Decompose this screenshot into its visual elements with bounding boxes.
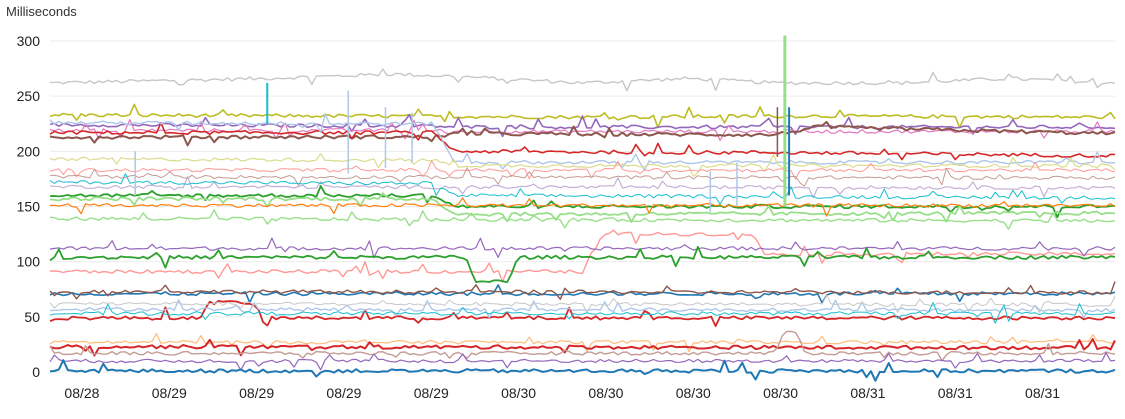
series-line <box>49 192 1116 223</box>
series-line <box>49 113 1116 171</box>
series-line <box>49 114 1116 138</box>
x-tick-label: 08/31 <box>1025 385 1060 401</box>
y-tick-label: 150 <box>17 199 41 215</box>
y-tick-label: 50 <box>24 309 40 325</box>
series-line <box>49 332 1116 353</box>
x-tick-label: 08/28 <box>64 385 99 401</box>
x-tick-label: 08/30 <box>501 385 536 401</box>
series-line <box>49 160 1116 180</box>
series-lines <box>49 68 1116 382</box>
y-tick-label: 250 <box>17 88 41 104</box>
x-tick-label: 08/31 <box>850 385 885 401</box>
series-line <box>49 299 1116 319</box>
series-line <box>49 167 1116 187</box>
y-tick-label: 300 <box>17 33 41 49</box>
series-line <box>49 294 1116 314</box>
x-tick-label: 08/29 <box>326 385 361 401</box>
x-tick-label: 08/29 <box>239 385 274 401</box>
series-line <box>49 153 1116 177</box>
series-line <box>49 300 1116 327</box>
series-line <box>49 237 1116 259</box>
series-line <box>49 359 1116 382</box>
series-line <box>49 245 1116 284</box>
series-line <box>49 281 1116 300</box>
y-tick-label: 100 <box>17 254 41 270</box>
x-tick-label: 08/29 <box>414 385 449 401</box>
series-line <box>49 338 1116 357</box>
series-line <box>49 103 1116 129</box>
series-line <box>50 68 1116 92</box>
series-line <box>49 284 1116 304</box>
spike-marks <box>134 35 791 213</box>
series-line <box>49 176 1116 199</box>
series-line <box>49 122 1116 161</box>
y-tick-label: 0 <box>32 364 40 380</box>
y-tick-labels: 0 50 100 150 200 250 300 <box>17 33 41 380</box>
x-tick-label: 08/29 <box>152 385 187 401</box>
series-line <box>50 229 1116 283</box>
series-line <box>49 197 1116 217</box>
series-line <box>49 120 1116 147</box>
y-tick-label: 200 <box>17 143 41 159</box>
x-tick-label: 08/30 <box>588 385 623 401</box>
series-line <box>49 173 1116 205</box>
series-line <box>49 209 1116 230</box>
series-line <box>49 352 1116 371</box>
y-axis-unit-label: Milliseconds <box>6 4 77 19</box>
x-tick-label: 08/30 <box>676 385 711 401</box>
x-tick-label: 08/31 <box>938 385 973 401</box>
series-line <box>49 185 1116 219</box>
series-line <box>49 330 1116 362</box>
series-line <box>49 302 1116 324</box>
x-tick-labels: 08/28 08/29 08/29 08/29 08/29 08/30 08/30 08/30… <box>64 385 1060 401</box>
x-tick-label: 08/30 <box>763 385 798 401</box>
